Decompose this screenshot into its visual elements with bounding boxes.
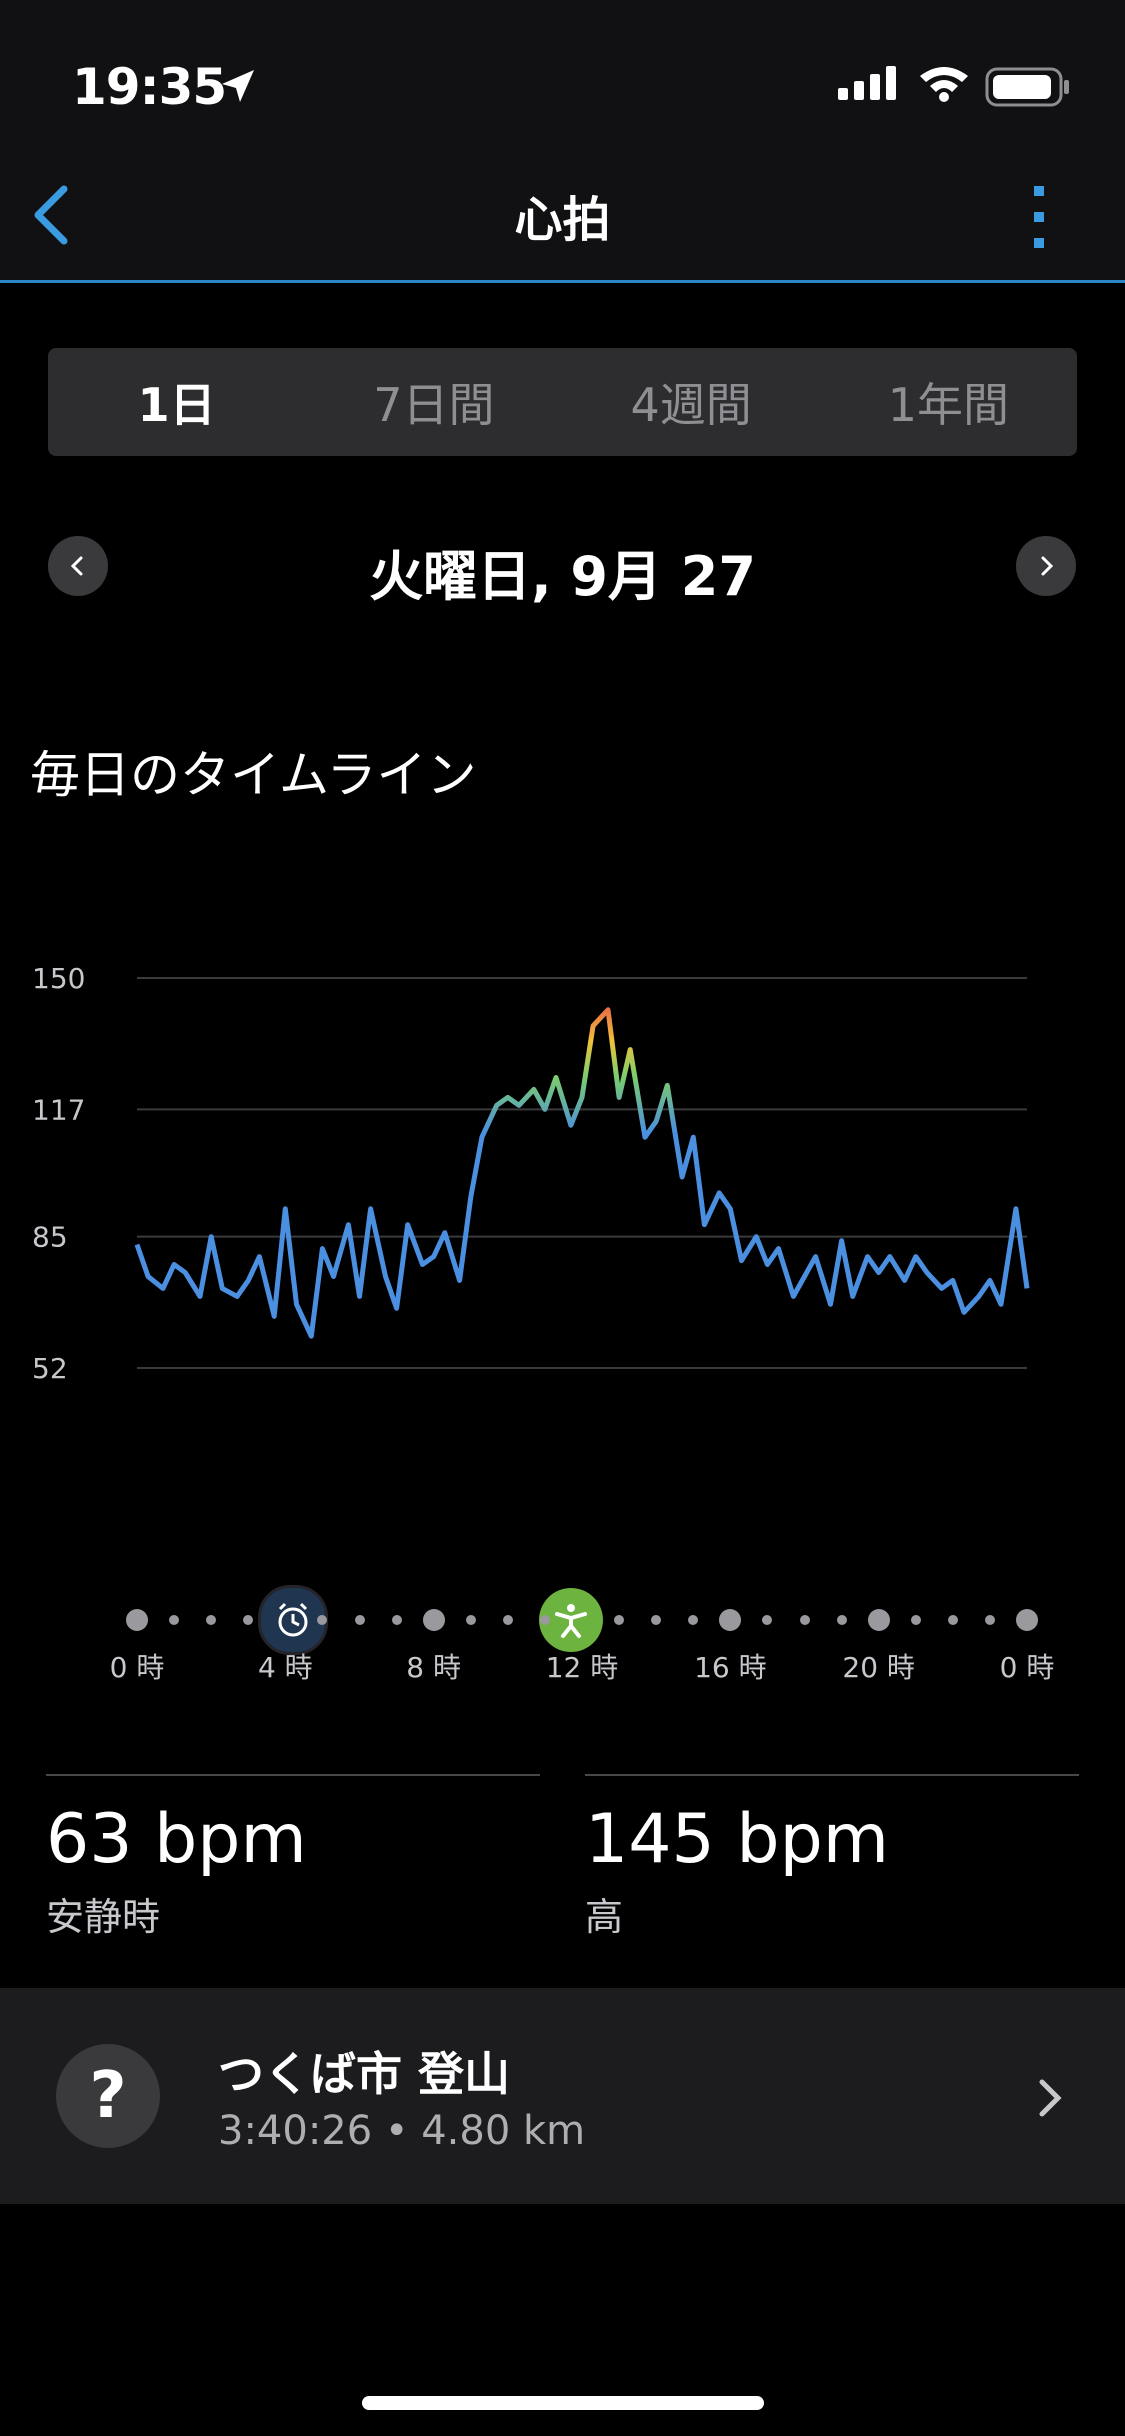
resting-hr-value: 63 bpm <box>46 1800 307 1879</box>
timeline-dot <box>651 1615 662 1625</box>
y-tick-label: 150 <box>32 962 85 995</box>
timeline-hour-label: 20 時 <box>842 1651 915 1684</box>
back-button[interactable] <box>20 175 90 255</box>
next-date-button[interactable] <box>1016 536 1076 596</box>
more-vertical-icon <box>1034 186 1044 248</box>
battery-icon <box>985 67 1069 107</box>
timeline-dot <box>422 1609 445 1631</box>
timeline-dot <box>799 1615 810 1625</box>
activity-name: つくば市 登山 <box>218 2047 511 2101</box>
timeline-dot <box>836 1615 847 1625</box>
timeline-dot <box>126 1609 148 1631</box>
timeline-dot <box>947 1615 958 1625</box>
timeline-hour-label: 12 時 <box>545 1651 619 1684</box>
timeline-dot <box>1016 1609 1038 1631</box>
activity-person-icon[interactable] <box>539 1588 603 1652</box>
y-tick-label: 52 <box>32 1352 68 1385</box>
timeline-dot <box>169 1615 180 1625</box>
timeline-dot <box>762 1615 773 1625</box>
timeline-dot <box>984 1615 995 1625</box>
segment-7-days[interactable]: 7日間 <box>373 378 495 432</box>
timeline-dot <box>910 1615 921 1625</box>
chevron-right-icon <box>1039 2079 1062 2117</box>
stat-divider <box>46 1774 540 1776</box>
location-arrow-icon <box>222 70 254 102</box>
y-tick-label: 117 <box>32 1093 85 1126</box>
timeline-dot <box>502 1615 513 1625</box>
timeline-dot <box>354 1615 365 1625</box>
segment-1-day[interactable]: 1日 <box>137 378 216 432</box>
chevron-left-icon <box>70 556 83 576</box>
timeline-dot <box>867 1609 890 1631</box>
timeline-dot <box>243 1615 254 1625</box>
timeline-dot <box>317 1615 328 1625</box>
timeline-hour-label: 4 時 <box>257 1651 313 1684</box>
daily-timeline: 0 時 4 時 8 時 12 時 16 時 20 時 0 時 <box>0 1580 1125 1690</box>
heart-rate-chart: 150 117 85 52 <box>32 962 1030 1385</box>
stat-divider <box>585 1774 1079 1776</box>
wifi-icon <box>920 67 968 102</box>
page-title: 心拍 <box>514 192 611 248</box>
high-hr-value: 145 bpm <box>585 1800 889 1879</box>
high-hr-label: 高 <box>585 1895 624 1939</box>
nav-bar <box>0 160 1125 283</box>
timeline-hour-label: 0 時 <box>999 1651 1055 1684</box>
status-bar <box>0 0 1125 160</box>
date-label: 火曜日, 9月 27 <box>369 545 756 608</box>
section-title: 毎日のタイムライン <box>30 746 477 804</box>
segment-4-weeks[interactable]: 4週間 <box>630 378 752 432</box>
segment-1-year[interactable]: 1年間 <box>887 378 1010 432</box>
timeline-hour-label: 0 時 <box>109 1651 165 1684</box>
activity-list-item[interactable] <box>0 1988 1125 2204</box>
timeline-dot <box>539 1615 550 1625</box>
chevron-right-icon <box>1041 556 1054 576</box>
unknown-activity-icon: ? <box>56 2044 160 2148</box>
signal-icon <box>838 66 896 100</box>
timeline-dot <box>391 1615 402 1625</box>
timeline-dot <box>614 1615 625 1625</box>
period-segmented-control: 1日 7日間 4週間 1年間 <box>48 348 1077 456</box>
y-tick-label: 85 <box>32 1221 68 1254</box>
home-indicator <box>362 2396 764 2410</box>
heart-rate-series-line <box>134 1007 1030 1339</box>
timeline-hour-label: 16 時 <box>694 1651 767 1684</box>
resting-hr-label: 安静時 <box>46 1895 161 1939</box>
timeline-dot <box>206 1615 217 1625</box>
timeline-dot <box>688 1615 699 1625</box>
timeline-dot <box>465 1615 476 1625</box>
timeline-hour-label: 8 時 <box>406 1651 462 1684</box>
timeline-dot <box>719 1609 742 1631</box>
chevron-left-icon <box>34 185 68 245</box>
status-time: 19:35 <box>72 58 227 116</box>
previous-date-button[interactable] <box>48 536 108 596</box>
activity-detail: 3:40:26 • 4.80 km <box>218 2108 586 2154</box>
more-menu-button[interactable] <box>1020 178 1060 258</box>
